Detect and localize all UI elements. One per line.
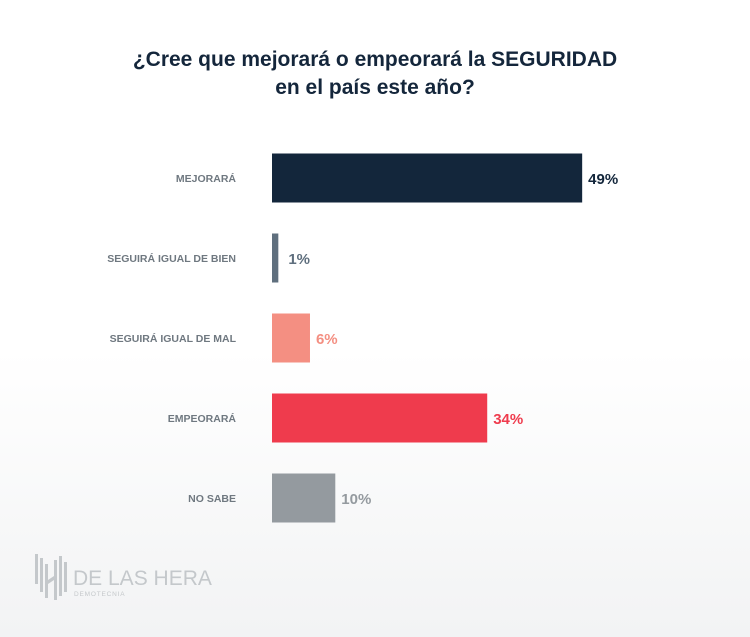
value-label: 10% bbox=[341, 491, 371, 508]
chart-title-line-1: ¿Cree que mejorará o empeorará la SEGURI… bbox=[132, 48, 618, 71]
bar bbox=[272, 153, 583, 203]
value-label: 1% bbox=[288, 251, 310, 268]
category-label: EMPEORARÁ bbox=[168, 412, 237, 425]
bar bbox=[272, 313, 310, 363]
value-label: 49% bbox=[588, 171, 618, 188]
category-label: MEJORARÁ bbox=[176, 172, 237, 185]
bar bbox=[272, 393, 488, 443]
category-label: NO SABE bbox=[188, 493, 236, 505]
logo-name: DE LAS HERAS bbox=[73, 567, 213, 590]
category-label: SEGUIRÁ IGUAL DE MAL bbox=[110, 332, 237, 345]
value-label: 6% bbox=[316, 331, 338, 348]
chart-title: ¿Cree que mejorará o empeorará la SEGURI… bbox=[0, 46, 750, 102]
value-label: 34% bbox=[493, 411, 523, 428]
bar bbox=[272, 233, 279, 283]
bar bbox=[272, 473, 336, 523]
category-label: SEGUIRÁ IGUAL DE BIEN bbox=[107, 252, 236, 265]
logo-mark-icon bbox=[35, 554, 67, 600]
chart-title-line-2: en el país este año? bbox=[275, 76, 475, 99]
logo-subtitle: DEMOTECNIA bbox=[74, 591, 125, 598]
de-las-heras-logo: DE LAS HERAS DEMOTECNIA bbox=[35, 554, 213, 600]
